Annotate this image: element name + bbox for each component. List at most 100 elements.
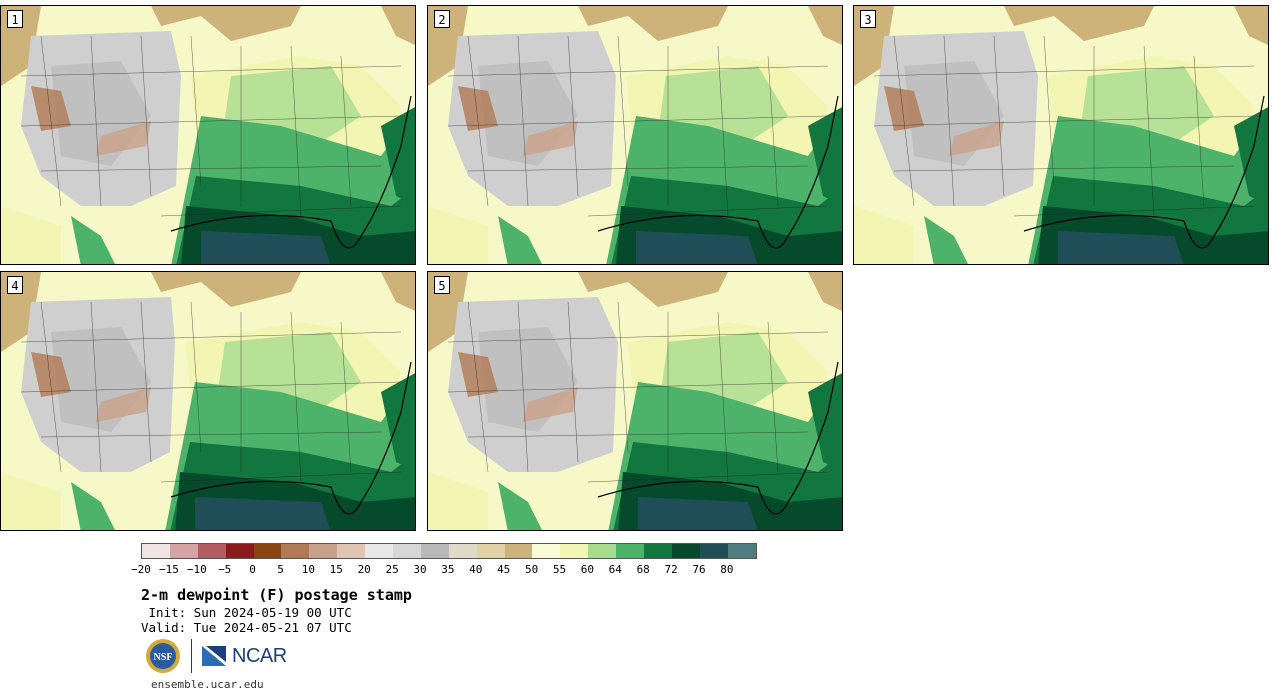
stamp-panel-2[interactable]: 2 [427,5,843,265]
state-line [290,45,302,217]
member-badge-5: 5 [434,276,450,294]
colorado-dry-patch [523,121,578,156]
nsf-logo-icon: NSF [146,639,180,673]
pacific-moist [428,472,488,530]
state-line [190,35,202,187]
nevada-dry-patch [458,352,498,397]
state-line [40,35,62,207]
canada-dry-region [428,272,728,307]
state-line [90,301,102,473]
state-line [40,431,382,438]
colorbar-tick-label: 0 [249,563,256,576]
colorbar-ticks: −20 −15 −10 −5 0 5 10 15 20 25 30 35 40 45 50 55 60 64 68 7… [131,563,761,579]
northeast-dry [808,272,842,312]
colorbar-swatch [253,544,282,558]
site-url[interactable]: ensemble.ucar.edu [151,678,264,691]
colorbar-swatch [532,544,561,558]
colorbar-tick-label: 68 [636,563,650,576]
mexico-coast-green [498,482,542,530]
state-line [943,35,955,207]
colorbar-tick-label: 15 [329,563,343,576]
mexico-coast-green [71,482,115,530]
gulf-water-region [638,497,758,530]
colorbar-swatch [671,544,700,558]
stamp-panel-3[interactable]: 3 [853,5,1269,265]
colorado-dry-patch [96,387,151,422]
state-line [893,35,915,207]
colorbar-swatch [365,544,394,558]
state-boundaries [447,301,829,483]
canada-dry-region [1,6,301,41]
state-line [767,55,779,207]
colorbar-tick-label: 45 [497,563,511,576]
state-line [873,65,1255,77]
valid-time: Valid: Tue 2024-05-21 07 UTC [141,620,352,635]
coastline [170,361,412,515]
coastline [597,95,839,249]
state-line [90,35,102,207]
state-line [1013,205,1255,217]
northeast-dry [1234,6,1268,46]
state-line [447,115,829,127]
mexico-coast-green [924,216,968,264]
state-line [160,471,402,483]
state-line [447,65,829,77]
state-line [467,165,809,172]
state-line [617,35,629,187]
dewpoint-map-4 [1,272,415,530]
state-line [587,205,829,217]
state-line [893,165,1235,172]
colorbar-swatch [560,544,589,558]
stamp-panel-4[interactable]: 4 [0,271,416,531]
state-line [290,311,302,483]
colorbar-tick-label: 76 [692,563,706,576]
canada-dry-region [428,6,728,41]
state-line [717,311,729,483]
colorbar-tick-label: 35 [441,563,455,576]
colorbar-tick-label: 40 [469,563,483,576]
colorbar-tick-label: 20 [357,563,371,576]
colorbar [141,543,757,559]
state-line [717,45,729,217]
coastline [597,361,839,515]
colorbar-swatch [448,544,477,558]
colorbar-swatch [337,544,366,558]
colorbar-swatch [420,544,449,558]
nevada-dry-patch [31,86,71,131]
colorbar-tick-label: 64 [608,563,622,576]
colorbar-tick-label: 30 [413,563,427,576]
state-line [1193,55,1205,207]
stamp-panel-1[interactable]: 1 [0,5,416,265]
state-boundaries [873,35,1255,217]
colorbar-tick-label: −5 [218,563,232,576]
northeast-dry [808,6,842,46]
colorbar-tick-label: 5 [277,563,284,576]
state-line [873,115,1255,127]
state-line [20,331,402,343]
colorbar-swatch [142,544,170,558]
gulf-water-region [201,231,331,264]
mexico-coast-green [71,216,115,264]
colorbar-swatch [393,544,421,558]
init-time: Init: Sun 2024-05-19 00 UTC [141,605,352,620]
state-boundaries [447,35,829,217]
state-line [1043,35,1055,187]
colorbar-swatch [504,544,533,558]
colorbar-swatch [197,544,226,558]
state-line [40,301,62,473]
colorado-dry-patch [523,387,578,422]
state-line [20,65,402,77]
colorbar-swatch [699,544,728,558]
colorbar-tick-label: −20 [131,563,151,576]
colorbar-swatch [727,544,756,558]
colorbar-swatch [476,544,505,558]
coastline [170,95,412,249]
member-badge-1: 1 [7,10,23,28]
nevada-dry-patch [458,86,498,131]
gulf-water-region [195,497,331,530]
coastline [1023,95,1265,249]
gulf-water-region [636,231,758,264]
logo-divider [191,639,192,673]
state-line [467,431,809,438]
stamp-panel-5[interactable]: 5 [427,271,843,531]
